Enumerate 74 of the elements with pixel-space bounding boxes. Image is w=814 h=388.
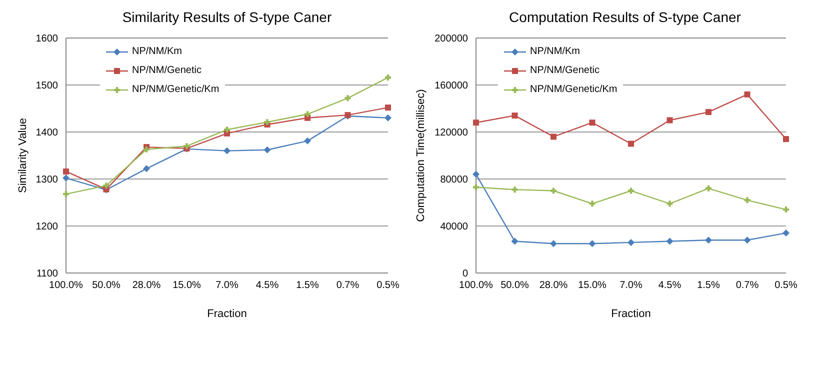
x-tick-label: 4.5%	[256, 280, 279, 292]
x-tick-label: 7.0%	[620, 280, 643, 292]
y-axis-title: Similarity Value	[16, 118, 29, 193]
y-tick-label: 160000	[434, 80, 468, 92]
x-axis-title: Fraction	[611, 308, 651, 320]
y-tick-label: 40000	[440, 222, 468, 233]
point	[588, 200, 596, 208]
point	[224, 147, 230, 154]
point	[783, 136, 789, 142]
y-tick-label: 1100	[36, 268, 58, 280]
legend-label: NP/NM/Genetic	[530, 64, 600, 78]
x-tick-label: 50.0%	[500, 280, 530, 292]
point	[588, 240, 596, 248]
x-tick-label: 4.5%	[658, 280, 682, 292]
legend-label: NP/NM/Genetic/Km	[530, 83, 618, 97]
y-tick-label: 1500	[36, 80, 58, 92]
x-tick-label: 28.0%	[539, 280, 568, 292]
x-tick-label: 1.5%	[697, 280, 720, 292]
point	[589, 120, 596, 126]
y-tick-label: 1300	[36, 174, 58, 186]
legend-label: NP/NM/Genetic/Km	[132, 83, 220, 97]
legend-label: NP/NM/Genetic	[132, 64, 202, 78]
point	[628, 238, 634, 246]
y-tick-label: 200000	[434, 34, 468, 45]
point	[628, 140, 634, 147]
point	[666, 200, 674, 208]
point	[264, 146, 271, 154]
x-tick-label: 0.7%	[736, 280, 759, 292]
x-tick-label: 100.0%	[49, 280, 84, 292]
x-axis-title: Fraction	[207, 308, 247, 320]
x-tick-label: 50.0%	[92, 280, 121, 292]
y-tick-label: 1400	[36, 128, 58, 139]
point	[666, 117, 673, 124]
x-tick-label: 7.0%	[216, 280, 239, 292]
legend-label: NP/NM/Km	[132, 45, 182, 59]
y-tick-label: 1600	[36, 34, 58, 45]
point	[182, 142, 191, 150]
point	[473, 120, 479, 126]
point	[385, 104, 391, 111]
point	[550, 134, 556, 140]
point	[744, 91, 750, 98]
point	[384, 114, 392, 122]
point	[511, 238, 518, 245]
point	[743, 196, 752, 204]
y-axis-title: Computation Time(millisec)	[414, 89, 427, 222]
point	[304, 137, 311, 144]
chart-title: Similarity Results of S-type Caner	[121, 8, 333, 27]
x-tick-label: 1.5%	[296, 280, 320, 292]
chart-title: Computation Results of S-type Caner	[508, 8, 742, 27]
point	[472, 170, 480, 178]
x-tick-label: 0.5%	[774, 280, 798, 292]
point	[706, 109, 712, 116]
x-tick-label: 100.0%	[459, 280, 494, 292]
y-tick-label: 1200	[36, 222, 58, 233]
x-tick-label: 28.0%	[132, 280, 161, 292]
x-tick-label: 0.5%	[376, 280, 400, 292]
point	[666, 238, 674, 245]
legend-label: NP/NM/Km	[530, 45, 580, 59]
point	[344, 94, 352, 102]
point	[782, 230, 790, 237]
point	[550, 240, 557, 248]
y-tick-label: 120000	[434, 128, 468, 139]
x-tick-label: 15.0%	[578, 280, 607, 292]
point	[62, 174, 70, 182]
y-tick-label: 80000	[440, 174, 468, 186]
point	[744, 236, 751, 244]
y-tick-label: 0	[462, 268, 468, 280]
point	[705, 236, 712, 244]
x-tick-label: 0.7%	[336, 280, 360, 292]
point	[63, 168, 69, 174]
x-tick-label: 15.0%	[172, 280, 202, 292]
point	[512, 112, 518, 119]
point	[263, 118, 272, 126]
point	[143, 165, 150, 172]
